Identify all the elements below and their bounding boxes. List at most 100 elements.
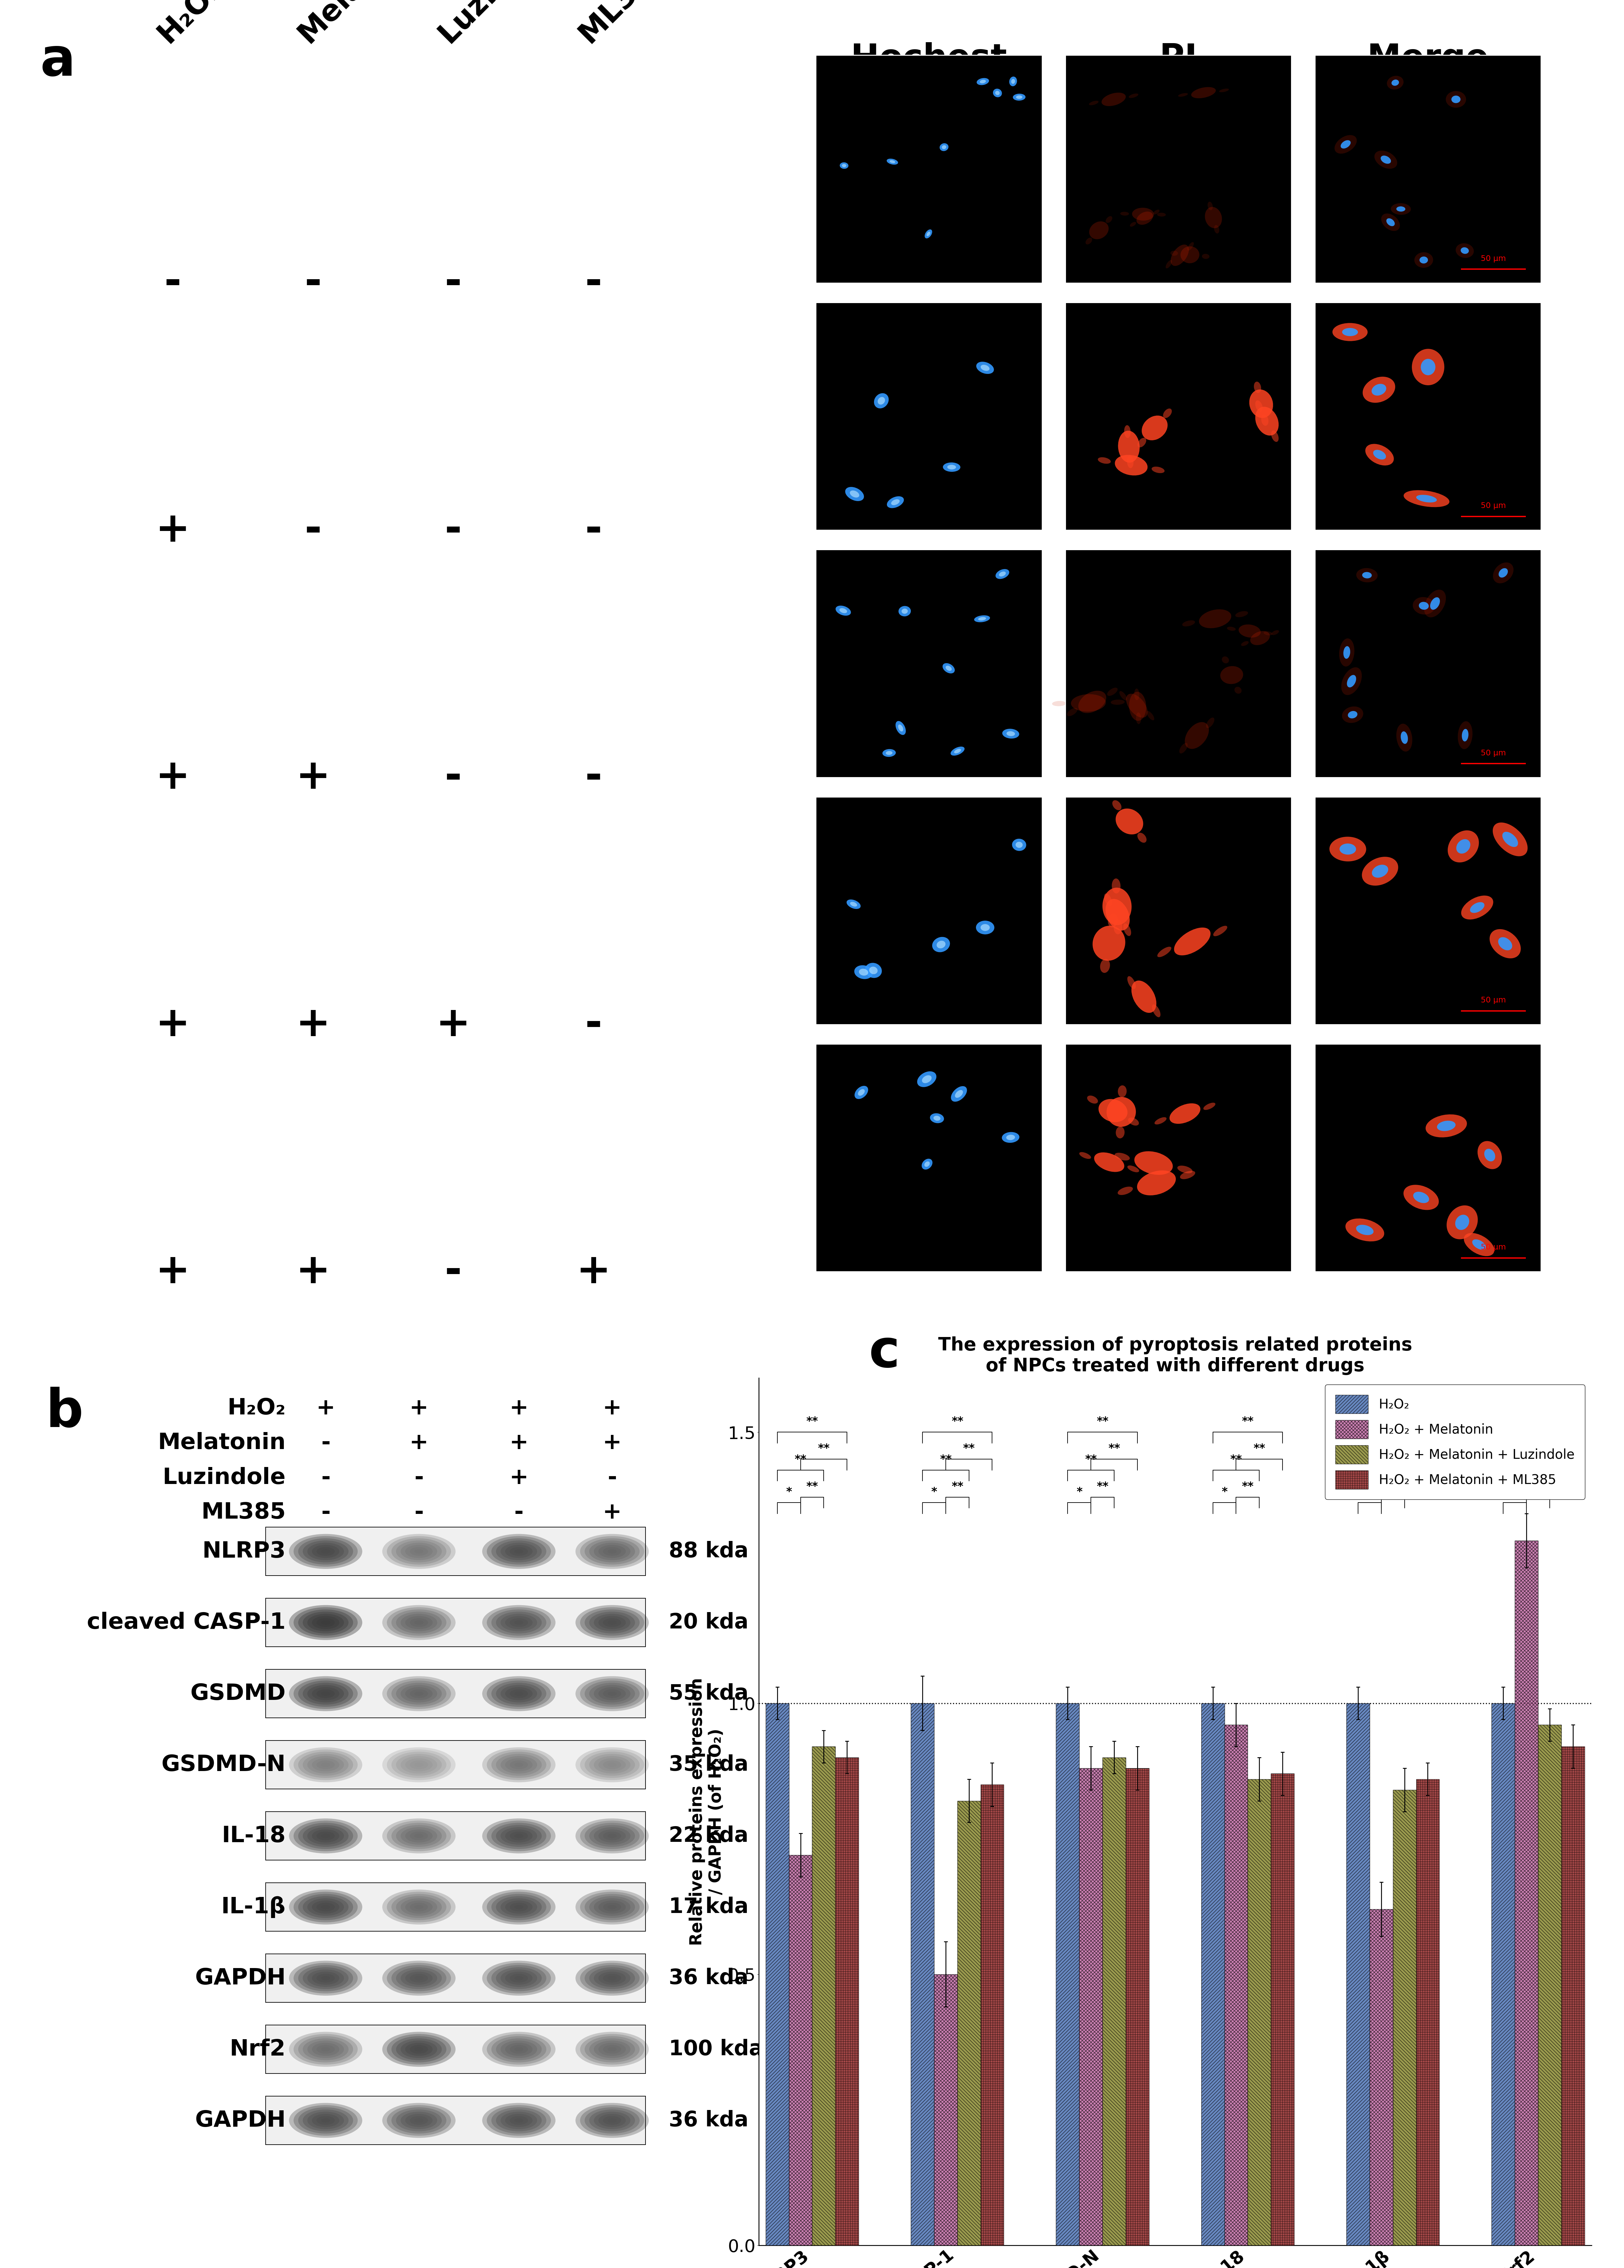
Ellipse shape	[404, 1830, 432, 1842]
Ellipse shape	[294, 1535, 357, 1567]
Ellipse shape	[1363, 857, 1398, 885]
Ellipse shape	[942, 662, 955, 674]
Ellipse shape	[898, 723, 903, 733]
Ellipse shape	[495, 2109, 542, 2132]
Ellipse shape	[575, 2102, 648, 2139]
Ellipse shape	[598, 1901, 625, 1914]
Text: **: **	[963, 1442, 974, 1454]
Ellipse shape	[598, 1545, 625, 1558]
Ellipse shape	[492, 1538, 546, 1565]
Ellipse shape	[945, 667, 952, 671]
Text: *: *	[786, 1486, 793, 1497]
Ellipse shape	[1415, 252, 1432, 268]
Ellipse shape	[575, 1533, 648, 1569]
Ellipse shape	[924, 1161, 931, 1166]
Bar	[1080, 1769, 1103, 2245]
Ellipse shape	[932, 937, 950, 953]
Ellipse shape	[487, 2105, 551, 2136]
Ellipse shape	[1106, 1098, 1135, 1127]
Bar	[266, 1740, 645, 1789]
Ellipse shape	[1340, 844, 1356, 855]
Ellipse shape	[854, 966, 872, 980]
Text: ML385: ML385	[201, 1501, 286, 1524]
Text: H₂O₂: H₂O₂	[153, 0, 227, 48]
Ellipse shape	[302, 1966, 349, 1989]
Ellipse shape	[487, 1678, 551, 1710]
Ellipse shape	[1255, 401, 1263, 413]
Text: **: **	[1229, 1454, 1242, 1465]
Ellipse shape	[302, 2039, 349, 2059]
Text: *: *	[1221, 1486, 1228, 1497]
Ellipse shape	[1171, 245, 1189, 265]
Ellipse shape	[1363, 376, 1395, 404]
Ellipse shape	[1387, 75, 1403, 88]
Ellipse shape	[1099, 959, 1109, 973]
Ellipse shape	[391, 1823, 447, 1848]
Ellipse shape	[391, 2107, 447, 2134]
Ellipse shape	[495, 1613, 542, 1633]
Ellipse shape	[1129, 93, 1138, 98]
Ellipse shape	[492, 1894, 546, 1921]
Ellipse shape	[924, 229, 932, 238]
Ellipse shape	[401, 1685, 437, 1703]
Bar	[815, 302, 1043, 531]
Ellipse shape	[603, 1833, 622, 1839]
Ellipse shape	[840, 608, 848, 612]
Ellipse shape	[594, 1755, 630, 1774]
Ellipse shape	[1462, 728, 1468, 742]
Ellipse shape	[585, 1751, 640, 1778]
Bar	[266, 2096, 645, 2146]
Ellipse shape	[1392, 79, 1398, 86]
Ellipse shape	[1372, 383, 1387, 395]
Ellipse shape	[1155, 1118, 1166, 1125]
Text: *: *	[1512, 1486, 1518, 1497]
Text: **: **	[1531, 1481, 1544, 1492]
Ellipse shape	[299, 1610, 352, 1635]
Bar	[1065, 549, 1291, 778]
Bar	[835, 1758, 859, 2245]
Ellipse shape	[1002, 728, 1020, 739]
Ellipse shape	[492, 1751, 546, 1778]
Ellipse shape	[1134, 689, 1140, 701]
Ellipse shape	[590, 2109, 635, 2132]
Ellipse shape	[387, 1962, 451, 1994]
Ellipse shape	[382, 1889, 456, 1926]
Bar	[1369, 1910, 1393, 2245]
Ellipse shape	[312, 1687, 339, 1701]
Ellipse shape	[978, 617, 986, 621]
Text: -: -	[585, 1005, 603, 1046]
Text: -: -	[585, 510, 603, 551]
Ellipse shape	[404, 1545, 432, 1558]
Text: -: -	[304, 510, 322, 551]
Ellipse shape	[580, 1608, 645, 1637]
Text: **: **	[806, 1415, 818, 1427]
Ellipse shape	[299, 1538, 352, 1565]
Ellipse shape	[1108, 914, 1117, 928]
Ellipse shape	[940, 143, 948, 152]
Ellipse shape	[594, 1542, 630, 1560]
Bar	[1065, 54, 1291, 284]
Ellipse shape	[1341, 329, 1358, 336]
Text: **: **	[1531, 1415, 1544, 1427]
Ellipse shape	[580, 2105, 645, 2136]
Text: **: **	[1254, 1442, 1265, 1454]
Ellipse shape	[1181, 247, 1200, 263]
Ellipse shape	[1455, 243, 1475, 259]
Ellipse shape	[590, 1753, 635, 1776]
Ellipse shape	[1151, 1005, 1161, 1018]
Ellipse shape	[487, 1608, 551, 1637]
Ellipse shape	[404, 1687, 432, 1701]
Ellipse shape	[1447, 830, 1479, 862]
Ellipse shape	[882, 748, 896, 758]
Ellipse shape	[1117, 1086, 1127, 1098]
Ellipse shape	[575, 1676, 648, 1710]
Ellipse shape	[1007, 730, 1015, 737]
Bar	[1315, 549, 1541, 778]
Ellipse shape	[1460, 247, 1468, 254]
Ellipse shape	[312, 1758, 339, 1771]
Text: **: **	[1398, 1442, 1411, 1454]
Ellipse shape	[505, 1830, 533, 1842]
Ellipse shape	[1484, 1150, 1496, 1161]
Ellipse shape	[575, 1960, 648, 1996]
Ellipse shape	[401, 1969, 437, 1987]
